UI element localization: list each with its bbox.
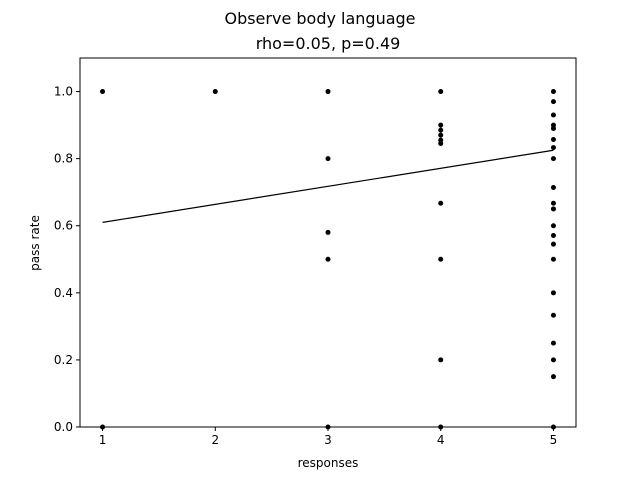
data-point [550,241,556,247]
data-point [550,156,556,162]
data-point [550,184,556,190]
chart-title: Observe body language [224,9,415,28]
data-point [550,340,556,346]
chart-subtitle: rho=0.05, p=0.49 [256,34,401,53]
data-point [100,89,106,95]
y-tick-label: 0.2 [54,353,73,367]
x-tick-label: 1 [99,433,107,447]
x-axis-label: responses [298,456,359,470]
data-point [438,132,444,138]
data-point [325,229,331,235]
data-point [325,256,331,262]
data-point [550,99,556,105]
data-point [550,137,556,143]
data-point [550,112,556,118]
x-axis-ticks: 1 2 3 4 5 [99,427,558,447]
y-axis-label: pass rate [28,215,42,271]
data-point [212,89,218,95]
x-tick-label: 3 [324,433,332,447]
data-point [550,374,556,380]
data-point [438,127,444,133]
data-point [550,89,556,95]
data-point [550,357,556,363]
data-point [438,89,444,95]
data-point [550,206,556,212]
data-point [550,232,556,238]
data-point [550,200,556,206]
x-tick-label: 5 [550,433,558,447]
data-point [550,223,556,229]
y-axis-ticks: 0.0 0.2 0.4 0.6 0.8 1.0 [54,85,80,434]
x-tick-label: 4 [437,433,445,447]
data-point [550,145,556,151]
data-point [438,200,444,206]
data-point [438,141,444,147]
data-point [550,290,556,296]
data-point [325,156,331,162]
data-point [438,357,444,363]
y-tick-label: 0.0 [54,420,73,434]
x-tick-label: 2 [211,433,219,447]
y-tick-label: 0.4 [54,286,73,300]
data-point [550,312,556,318]
y-tick-label: 0.8 [54,152,73,166]
data-point [438,256,444,262]
data-point [550,256,556,262]
data-point [438,122,444,128]
y-tick-label: 1.0 [54,85,73,99]
data-point [550,125,556,131]
y-tick-label: 0.6 [54,219,73,233]
data-point [325,89,331,95]
plot-area-frame [79,57,577,428]
trend-line [102,149,554,223]
trend-line-layer [102,149,554,223]
data-points [100,89,556,430]
